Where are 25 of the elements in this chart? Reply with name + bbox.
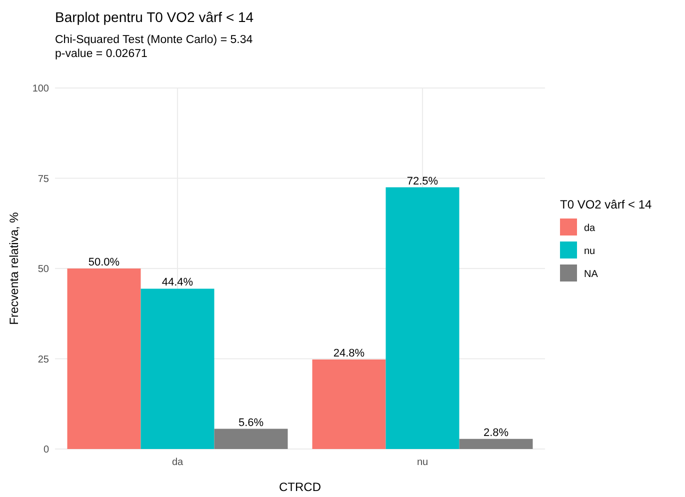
y-tick-label: 75 [38,174,50,185]
legend-label: NA [584,269,598,280]
bar [140,288,214,449]
bar [386,187,460,449]
y-tick-label: 25 [38,354,50,366]
legend-label: da [584,223,596,234]
y-tick-label: 100 [32,84,50,94]
data-label: 24.8% [333,347,365,360]
data-label: 44.4% [162,276,194,289]
data-label: 72.5% [406,175,438,188]
bar [214,428,288,449]
bar [459,438,533,449]
y-tick-label: 0 [43,444,50,456]
x-axis-title: CTRCD [279,480,322,494]
chart-subtitle: Chi-Squared Test (Monte Carlo) = 5.34 p-value = 0.02671 [55,34,254,60]
y-tick-label: 50 [38,264,50,275]
bar [312,359,386,449]
legend-title: T0 VO2 vârf < 14 [560,198,652,212]
y-axis-title: Frecventa relativa, % [7,212,21,325]
data-label: 2.8% [483,426,509,439]
data-label: 5.6% [238,416,264,429]
data-label: 50.0% [88,256,120,268]
chart-title: Barplot pentru T0 VO2 vârf < 14 [55,9,254,25]
legend-label: nu [584,246,596,257]
bar [67,268,141,449]
